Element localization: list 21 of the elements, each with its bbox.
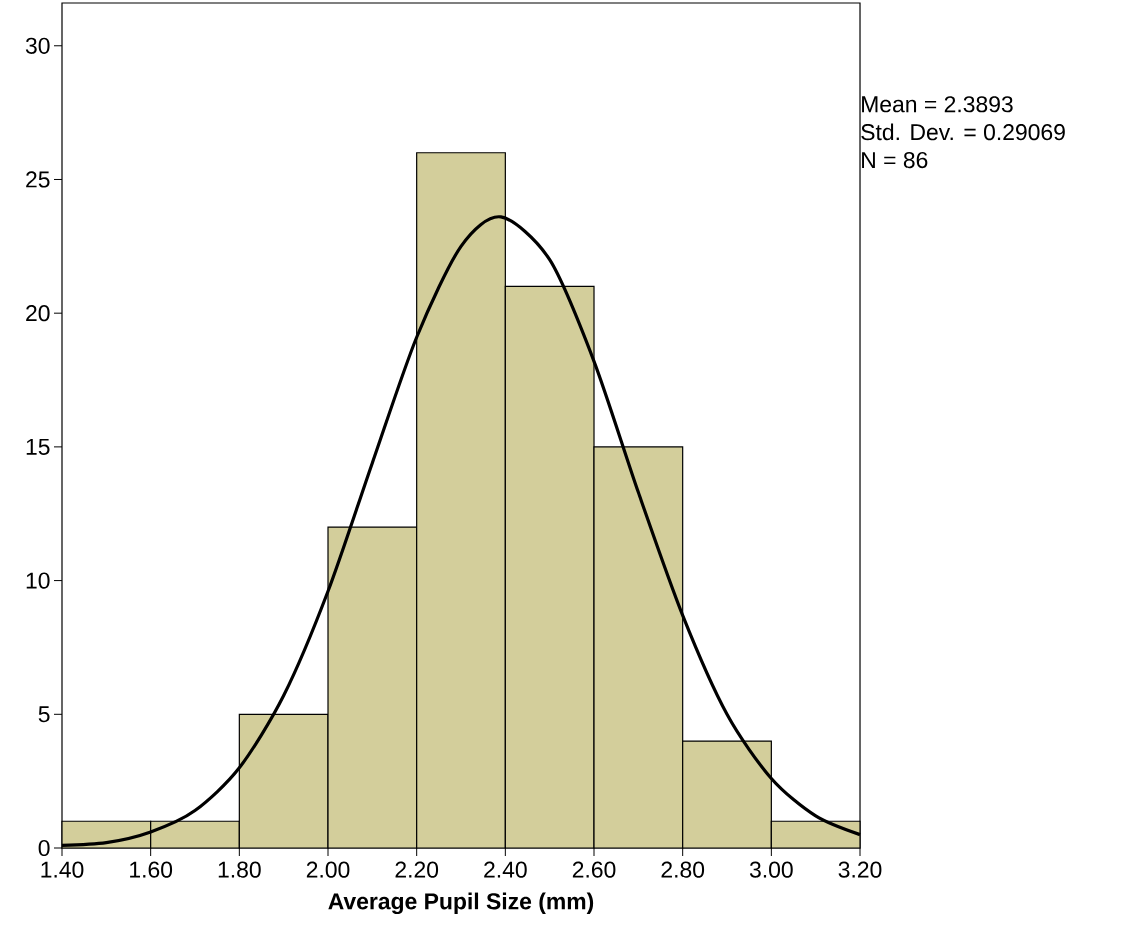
x-tick-label: 2.40: [484, 861, 527, 878]
y-tick-label: 20: [26, 305, 50, 322]
x-tick-label: 2.60: [572, 861, 616, 878]
x-tick-label: 3.00: [749, 861, 793, 878]
x-tick-label: 2.00: [306, 861, 350, 878]
x-tick-label: 3.20: [838, 861, 882, 878]
text: N = 86: [862, 151, 928, 169]
y-tick-label: 15: [26, 438, 50, 455]
x-tick-label: 2.20: [395, 861, 439, 878]
x-tick-label: 2.80: [661, 861, 705, 878]
x-tick-label: 1.60: [130, 861, 173, 878]
y-tick-label: 5: [38, 706, 50, 723]
y-tick-label: 10: [26, 572, 50, 589]
x-tick-label: 1.40: [41, 861, 84, 878]
y-tick-label: 25: [26, 171, 50, 188]
x-tick-label: 1.80: [218, 861, 261, 878]
y-tick-label: 0: [38, 839, 50, 857]
text: Mean = 2.3893: [862, 96, 1013, 113]
y-tick-label: 30: [25, 37, 50, 54]
text: Std. Dev. = 0.29069: [861, 123, 1065, 141]
x-axis-title: Average Pupil Size (mm): [328, 892, 594, 915]
